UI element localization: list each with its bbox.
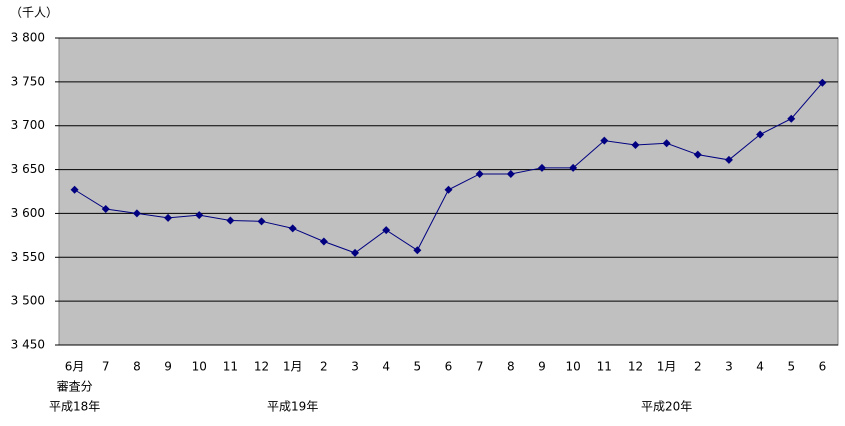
x-tick-label: 10 bbox=[565, 360, 580, 374]
x-tick-label: 6月 bbox=[65, 360, 85, 374]
x-tick-label: 11 bbox=[597, 360, 612, 374]
y-tick-label: 3 600 bbox=[11, 206, 45, 220]
x-year: 平成20年 bbox=[641, 400, 692, 414]
data-point bbox=[756, 130, 765, 139]
data-point bbox=[662, 139, 671, 148]
x-tick-label: 1月 bbox=[657, 360, 677, 374]
x-tick-label: 5 bbox=[787, 360, 795, 374]
x-tick-label: 7 bbox=[476, 360, 484, 374]
data-point bbox=[70, 185, 79, 194]
data-point bbox=[164, 213, 173, 222]
x-tick-label: 4 bbox=[382, 360, 390, 374]
data-point bbox=[257, 217, 266, 226]
data-point bbox=[600, 136, 609, 145]
data-point bbox=[382, 226, 391, 235]
data-point bbox=[195, 211, 204, 220]
x-tick-label: 5 bbox=[414, 360, 422, 374]
data-point bbox=[506, 169, 515, 178]
data-point bbox=[288, 224, 297, 233]
x-tick-label: 2 bbox=[320, 360, 328, 374]
y-tick-label: 3 750 bbox=[11, 74, 45, 88]
y-tick-label: 3 450 bbox=[11, 338, 45, 352]
data-point bbox=[319, 237, 328, 246]
x-tick-label: 10 bbox=[192, 360, 207, 374]
x-tick-label: 9 bbox=[164, 360, 172, 374]
data-point bbox=[226, 216, 235, 225]
data-point bbox=[693, 150, 702, 159]
y-tick-label: 3 650 bbox=[11, 162, 45, 176]
x-tick-label: 3 bbox=[351, 360, 359, 374]
data-point bbox=[475, 169, 484, 178]
x-tick-label: 2 bbox=[694, 360, 702, 374]
y-tick-label: 3 550 bbox=[11, 250, 45, 264]
data-point bbox=[444, 185, 453, 194]
x-tick-label: 8 bbox=[133, 360, 141, 374]
unit-label: （千人） bbox=[10, 6, 58, 20]
data-point bbox=[132, 209, 141, 218]
y-tick-label: 3 500 bbox=[11, 294, 45, 308]
x-tick-label: 11 bbox=[223, 360, 238, 374]
x-year: 平成18年 bbox=[49, 400, 100, 414]
data-point bbox=[818, 78, 827, 87]
data-point bbox=[724, 155, 733, 164]
data-point bbox=[569, 163, 578, 172]
x-note: 審査分 bbox=[57, 379, 93, 394]
x-year: 平成19年 bbox=[267, 400, 318, 414]
data-point bbox=[631, 141, 640, 150]
y-tick-label: 3 700 bbox=[11, 118, 45, 132]
x-tick-label: 7 bbox=[102, 360, 110, 374]
x-tick-label: 12 bbox=[254, 360, 269, 374]
x-tick-label: 9 bbox=[538, 360, 546, 374]
x-tick-label: 1月 bbox=[283, 360, 303, 374]
x-tick-label: 6 bbox=[819, 360, 827, 374]
x-tick-label: 4 bbox=[756, 360, 764, 374]
x-tick-label: 12 bbox=[628, 360, 643, 374]
x-tick-label: 3 bbox=[725, 360, 733, 374]
data-point bbox=[537, 163, 546, 172]
data-point bbox=[413, 246, 422, 255]
data-point bbox=[787, 114, 796, 123]
y-tick-label: 3 800 bbox=[11, 31, 45, 45]
x-tick-label: 8 bbox=[507, 360, 515, 374]
data-point bbox=[101, 205, 110, 214]
data-point bbox=[351, 248, 360, 257]
x-tick-label: 6 bbox=[445, 360, 453, 374]
